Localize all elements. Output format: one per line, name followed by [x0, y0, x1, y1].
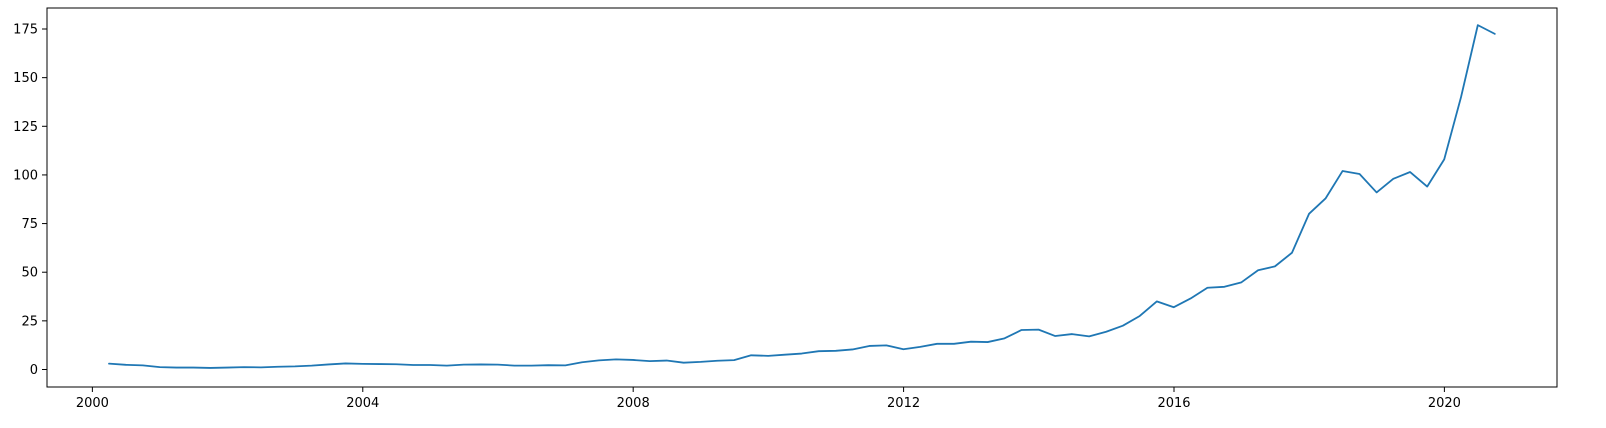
y-tick-label: 100 — [13, 168, 38, 183]
x-tick-label: 2012 — [887, 396, 920, 411]
y-tick-label: 25 — [21, 314, 38, 329]
x-tick-label: 2000 — [76, 396, 109, 411]
line-layer — [108, 24, 1496, 369]
axes-layer — [46, 7, 1558, 388]
series-line-1 — [108, 24, 1496, 369]
y-tick-label: 50 — [21, 266, 38, 281]
y-tick-label: 175 — [13, 23, 38, 38]
x-axis-ticks: 2000 2004 2008 2012 2016 2020 — [76, 387, 1461, 411]
x-tick-label: 2016 — [1157, 396, 1190, 411]
y-tick-label: 125 — [13, 120, 38, 135]
y-tick-label: 75 — [21, 217, 38, 232]
x-tick-label: 2008 — [617, 396, 650, 411]
plot-frame — [46, 7, 1558, 388]
y-axis-ticks: 0 25 50 75 100 125 150 175 — [13, 23, 47, 378]
x-tick-label: 2004 — [346, 396, 379, 411]
y-tick-label: 0 — [30, 363, 38, 378]
x-tick-label: 2020 — [1428, 396, 1461, 411]
y-tick-label: 150 — [13, 71, 38, 86]
